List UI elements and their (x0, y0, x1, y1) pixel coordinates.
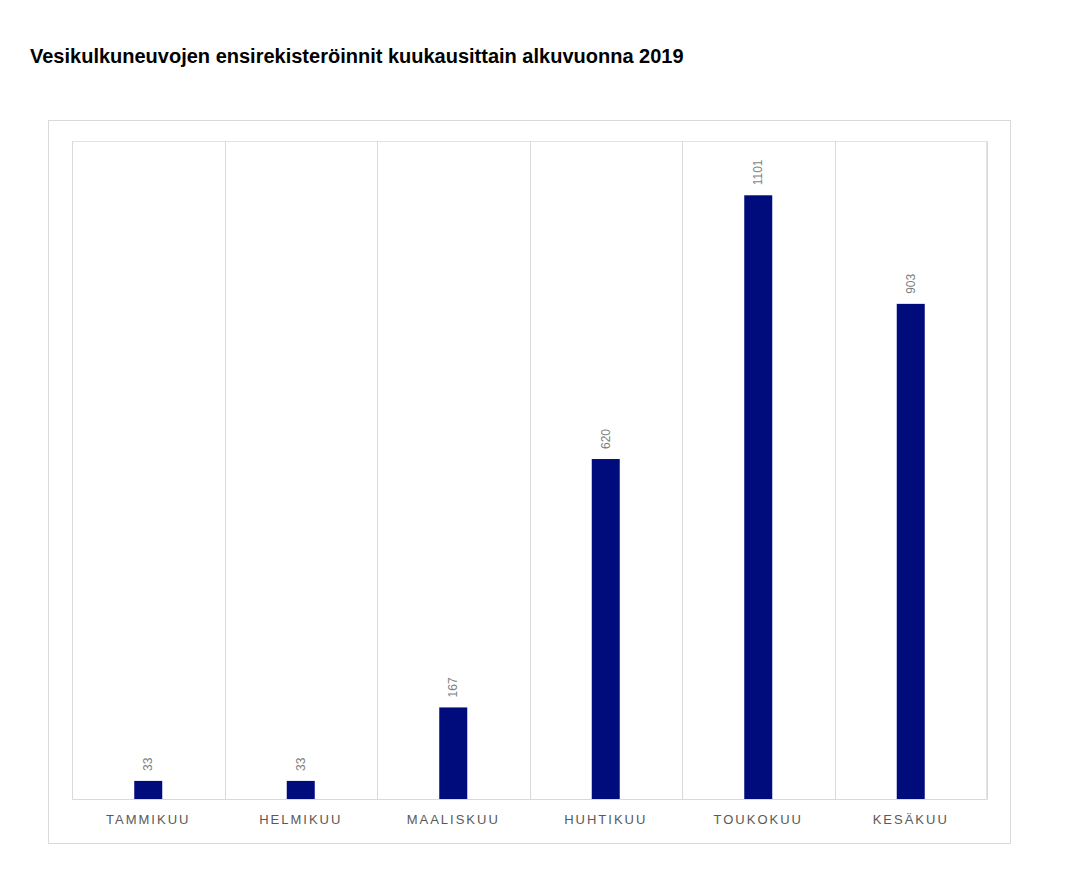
chart-border (49, 121, 1011, 844)
x-tick-label: MAALISKUU (407, 812, 500, 827)
grid-line (682, 141, 683, 799)
data-label: 903 (904, 274, 918, 294)
bar (439, 707, 467, 799)
bar (134, 781, 162, 799)
x-axis: TAMMIKUU HELMIKUU MAALISKUU HUHTIKUU TOUKOKU… (73, 799, 988, 827)
bars (134, 195, 925, 799)
data-labels: 33 33 167 620 1101 903 (141, 159, 918, 771)
bar (592, 459, 620, 799)
data-label: 620 (599, 429, 613, 449)
x-tick-label: HELMIKUU (259, 812, 342, 827)
x-tick-label: HUHTIKUU (564, 812, 647, 827)
bar (744, 195, 772, 799)
grid-line (530, 141, 531, 799)
chart-svg: Vesikulkuneuvojen ensirekisteröinnit kuu… (0, 0, 1086, 889)
grid-line (377, 141, 378, 799)
x-tick: HELMIKUU (259, 799, 342, 827)
data-label: 167 (446, 677, 460, 697)
x-tick-label: KESÄKUU (873, 812, 949, 827)
x-tick: KESÄKUU (873, 799, 949, 827)
grid-line (225, 141, 226, 799)
x-tick-label: TAMMIKUU (106, 812, 190, 827)
data-label: 33 (141, 757, 155, 771)
grid-line (987, 141, 988, 799)
grid-line (835, 141, 836, 799)
x-tick: MAALISKUU (407, 799, 500, 827)
bar (897, 304, 925, 799)
data-label: 1101 (751, 159, 765, 185)
grid (73, 141, 988, 799)
chart-title: Vesikulkuneuvojen ensirekisteröinnit kuu… (30, 45, 684, 67)
x-tick-label: TOUKOKUU (714, 812, 803, 827)
x-tick: HUHTIKUU (564, 799, 647, 827)
x-tick: TOUKOKUU (714, 799, 803, 827)
bar (287, 781, 315, 799)
grid-line (72, 141, 73, 799)
data-label: 33 (294, 757, 308, 771)
x-tick: TAMMIKUU (106, 799, 190, 827)
plot-frame (73, 142, 987, 800)
x-axis-line (73, 799, 988, 800)
